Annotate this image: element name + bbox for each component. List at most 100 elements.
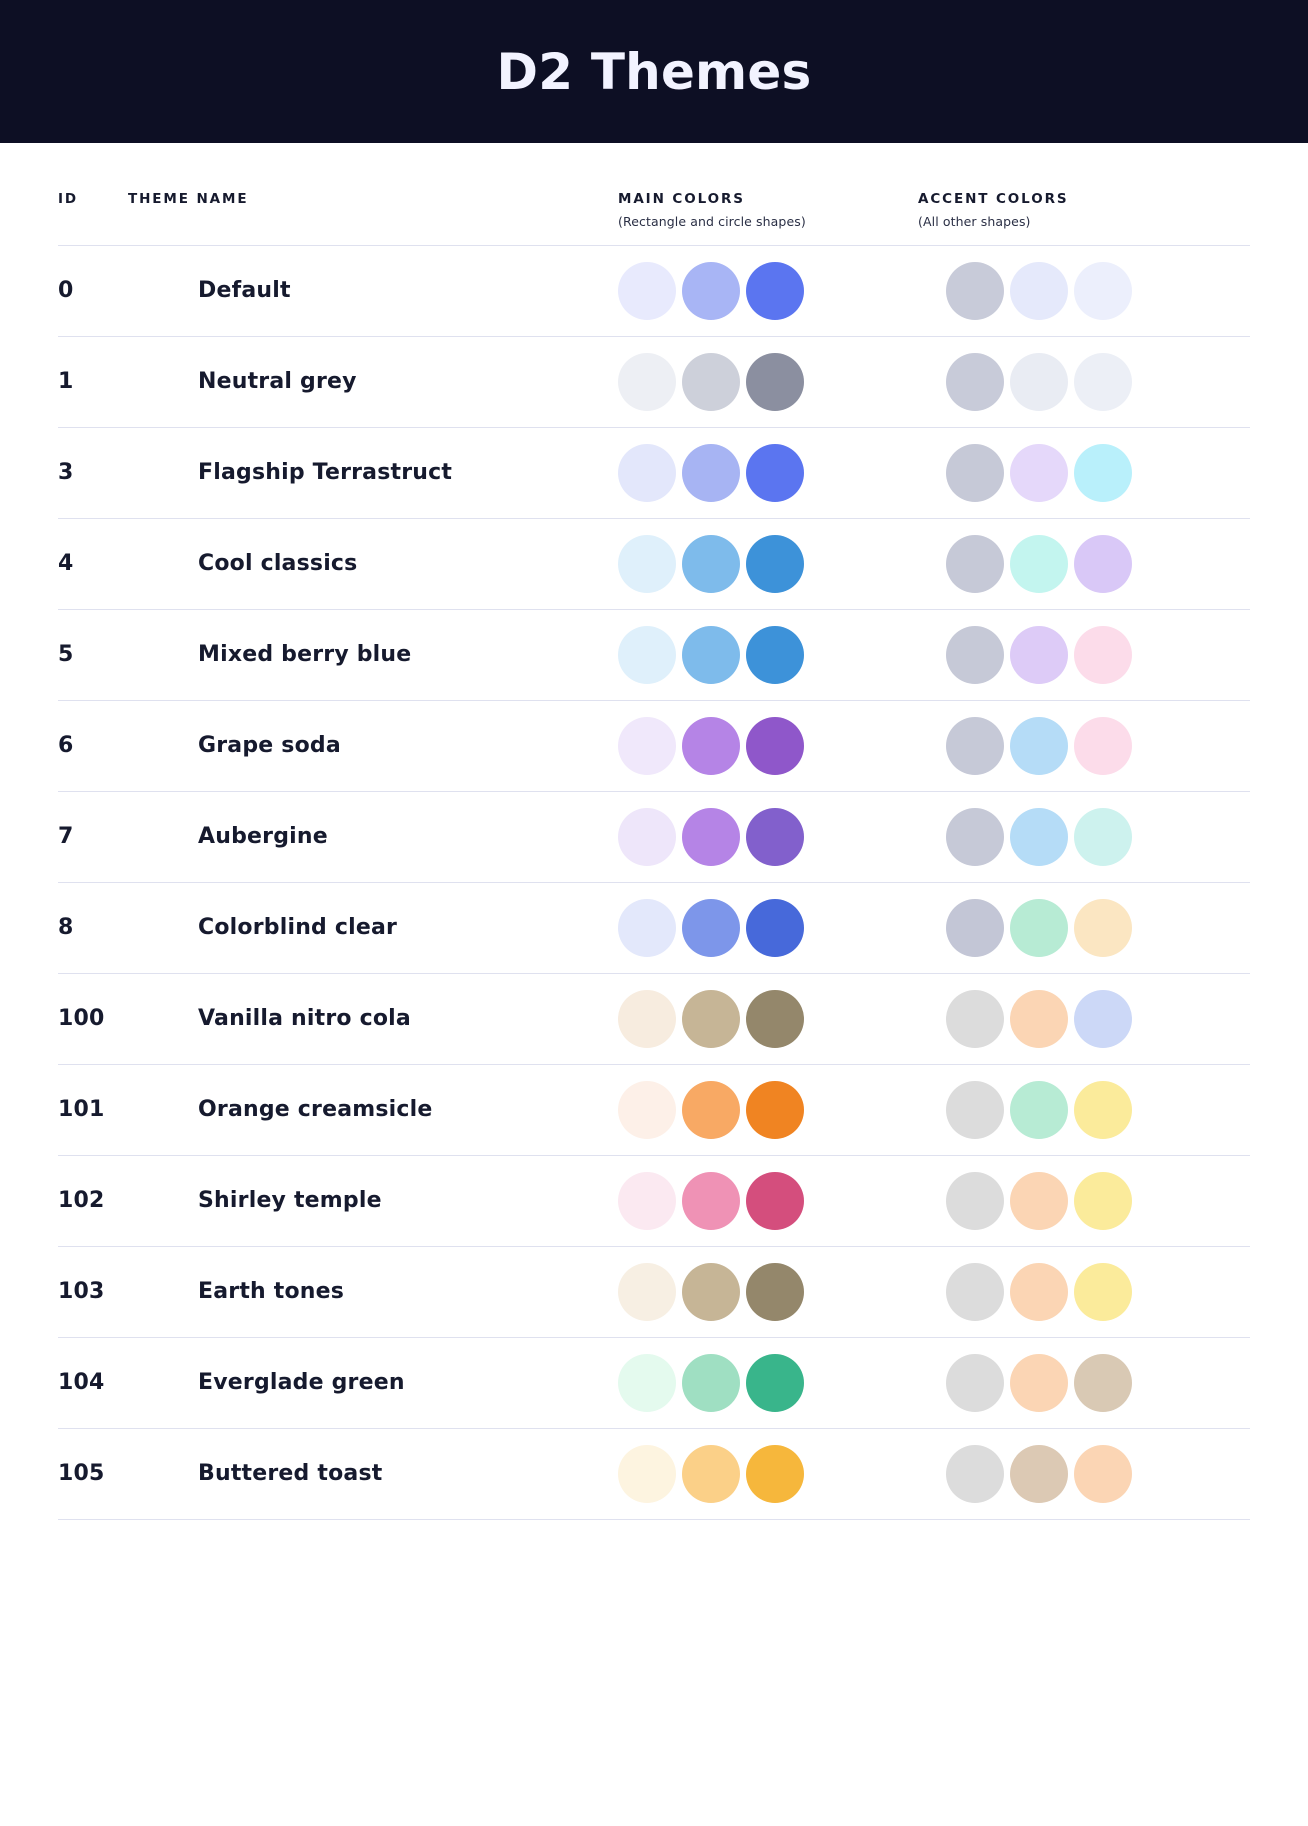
accent-color-swatch <box>1010 807 1068 866</box>
accent-swatch-group <box>918 1444 1250 1503</box>
theme-name-cell: Everglade green <box>128 1337 618 1428</box>
theme-id: 3 <box>58 460 74 486</box>
accent-color-swatch <box>1074 716 1132 775</box>
themes-table: ID THEME NAME MAIN COLORS (Rectangle and… <box>58 143 1250 1520</box>
accent-color-swatch <box>946 534 1004 593</box>
main-color-swatch <box>746 625 804 684</box>
theme-name: Earth tones <box>198 1279 345 1305</box>
table-row[interactable]: 8 Colorblind clear <box>58 882 1250 973</box>
main-swatch-group <box>618 443 918 502</box>
theme-name-cell: Grape soda <box>128 700 618 791</box>
table-row[interactable]: 3 Flagship Terrastruct <box>58 427 1250 518</box>
accent-swatch-group <box>918 716 1250 775</box>
theme-id: 1 <box>58 369 74 395</box>
accent-color-swatch <box>946 261 1004 320</box>
accent-color-swatch <box>1010 989 1068 1048</box>
theme-name: Shirley temple <box>198 1188 382 1214</box>
main-swatch-group <box>618 261 918 320</box>
theme-id-cell: 104 <box>58 1337 128 1428</box>
accent-color-swatch <box>946 807 1004 866</box>
table-row[interactable]: 0 Default <box>58 245 1250 336</box>
main-colors-cell <box>618 245 918 336</box>
main-color-swatch <box>746 1262 804 1321</box>
table-row[interactable]: 7 Aubergine <box>58 791 1250 882</box>
accent-colors-cell <box>918 609 1250 700</box>
main-colors-cell <box>618 1155 918 1246</box>
table-row[interactable]: 4 Cool classics <box>58 518 1250 609</box>
accent-color-swatch <box>1074 807 1132 866</box>
main-color-swatch <box>682 989 740 1048</box>
table-row[interactable]: 6 Grape soda <box>58 700 1250 791</box>
table-header: ID THEME NAME MAIN COLORS (Rectangle and… <box>58 143 1250 245</box>
accent-swatch-group <box>918 352 1250 411</box>
main-color-swatch <box>746 1080 804 1139</box>
table-row[interactable]: 105 Buttered toast <box>58 1428 1250 1520</box>
main-colors-cell <box>618 700 918 791</box>
table-row[interactable]: 101 Orange creamsicle <box>58 1064 1250 1155</box>
main-color-swatch <box>618 1262 676 1321</box>
theme-name: Buttered toast <box>198 1461 383 1487</box>
column-header-theme-name: THEME NAME <box>128 143 618 245</box>
main-color-swatch <box>618 261 676 320</box>
main-swatch-group <box>618 989 918 1048</box>
accent-color-swatch <box>1010 1353 1068 1412</box>
theme-name: Grape soda <box>198 733 341 759</box>
accent-color-swatch <box>1010 1262 1068 1321</box>
table-row[interactable]: 100 Vanilla nitro cola <box>58 973 1250 1064</box>
main-colors-cell <box>618 336 918 427</box>
theme-id-cell: 1 <box>58 336 128 427</box>
main-color-swatch <box>682 1171 740 1230</box>
table-body: 0 Default 1 Neutral grey 3 Flagship Terrastru… <box>58 245 1250 1520</box>
table-row[interactable]: 1 Neutral grey <box>58 336 1250 427</box>
main-color-swatch <box>682 1262 740 1321</box>
theme-id-cell: 7 <box>58 791 128 882</box>
page-title: D2 Themes <box>496 42 812 101</box>
accent-color-swatch <box>946 625 1004 684</box>
accent-swatch-group <box>918 989 1250 1048</box>
main-color-swatch <box>618 625 676 684</box>
main-color-swatch <box>618 352 676 411</box>
table-row[interactable]: 5 Mixed berry blue <box>58 609 1250 700</box>
theme-name-cell: Default <box>128 245 618 336</box>
accent-color-swatch <box>1074 534 1132 593</box>
theme-id: 105 <box>58 1461 105 1487</box>
table-row[interactable]: 103 Earth tones <box>58 1246 1250 1337</box>
main-colors-cell <box>618 609 918 700</box>
accent-color-swatch <box>946 443 1004 502</box>
main-swatch-group <box>618 716 918 775</box>
main-color-swatch <box>746 1444 804 1503</box>
accent-color-swatch <box>1074 1262 1132 1321</box>
theme-name-cell: Aubergine <box>128 791 618 882</box>
column-header-theme-name-label: THEME NAME <box>128 191 249 207</box>
theme-name-cell: Mixed berry blue <box>128 609 618 700</box>
main-swatch-group <box>618 807 918 866</box>
accent-color-swatch <box>1074 1171 1132 1230</box>
accent-color-swatch <box>946 352 1004 411</box>
accent-swatch-group <box>918 534 1250 593</box>
main-color-swatch <box>618 1444 676 1503</box>
theme-id: 102 <box>58 1188 105 1214</box>
theme-name: Flagship Terrastruct <box>198 460 453 486</box>
table-row[interactable]: 104 Everglade green <box>58 1337 1250 1428</box>
theme-name: Neutral grey <box>198 369 357 395</box>
accent-color-swatch <box>1074 625 1132 684</box>
theme-name: Colorblind clear <box>198 915 398 941</box>
theme-id-cell: 105 <box>58 1428 128 1519</box>
accent-colors-cell <box>918 1064 1250 1155</box>
main-swatch-group <box>618 898 918 957</box>
theme-id-cell: 102 <box>58 1155 128 1246</box>
accent-color-swatch <box>946 1444 1004 1503</box>
theme-id: 101 <box>58 1097 105 1123</box>
theme-id-cell: 6 <box>58 700 128 791</box>
accent-color-swatch <box>946 716 1004 775</box>
theme-id-cell: 8 <box>58 882 128 973</box>
main-colors-cell <box>618 1337 918 1428</box>
theme-id-cell: 4 <box>58 518 128 609</box>
table-row[interactable]: 102 Shirley temple <box>58 1155 1250 1246</box>
theme-name-cell: Shirley temple <box>128 1155 618 1246</box>
accent-color-swatch <box>1074 352 1132 411</box>
accent-colors-cell <box>918 973 1250 1064</box>
theme-id: 8 <box>58 915 74 941</box>
theme-name-cell: Colorblind clear <box>128 882 618 973</box>
main-color-swatch <box>682 534 740 593</box>
